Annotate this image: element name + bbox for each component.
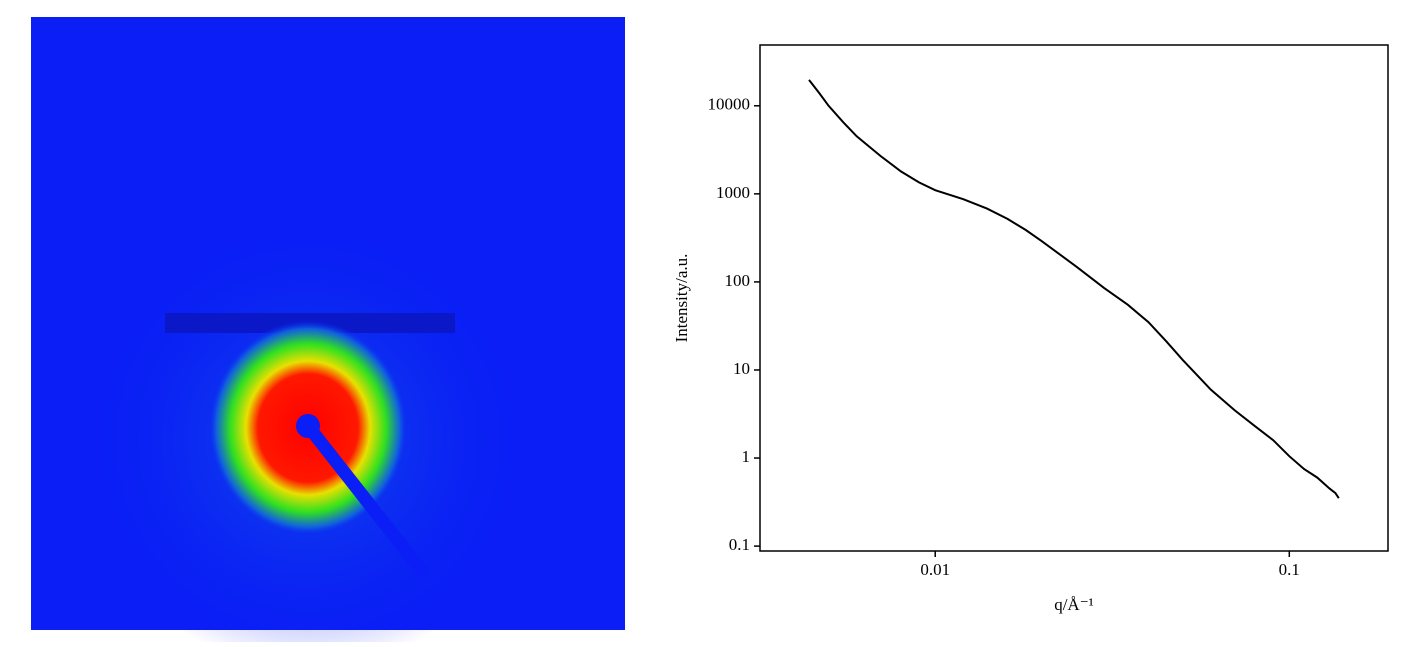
- x-tick-label: 0.01: [920, 560, 950, 579]
- plot: q/Å⁻¹ Intensity/a.u. 0.1 1 10 100 1000 10000 0…: [672, 44, 1389, 614]
- y-tick-label: 0.1: [729, 535, 750, 554]
- y-tick-label: 1000: [716, 183, 750, 202]
- y-tick-label: 100: [725, 271, 751, 290]
- plot-frame: [759, 44, 1389, 552]
- x-axis-label: q/Å⁻¹: [1054, 595, 1094, 614]
- data-line: [808, 79, 1340, 499]
- beamstop: [296, 414, 320, 438]
- x-tick-label: 0.1: [1279, 560, 1300, 579]
- y-tick-label: 10: [733, 359, 750, 378]
- y-axis-label: Intensity/a.u.: [672, 254, 691, 343]
- scattering-image: [31, 17, 625, 647]
- y-tick-label: 1: [742, 447, 751, 466]
- beamstop-arm: [302, 421, 431, 580]
- y-tick-label: 10000: [708, 95, 751, 114]
